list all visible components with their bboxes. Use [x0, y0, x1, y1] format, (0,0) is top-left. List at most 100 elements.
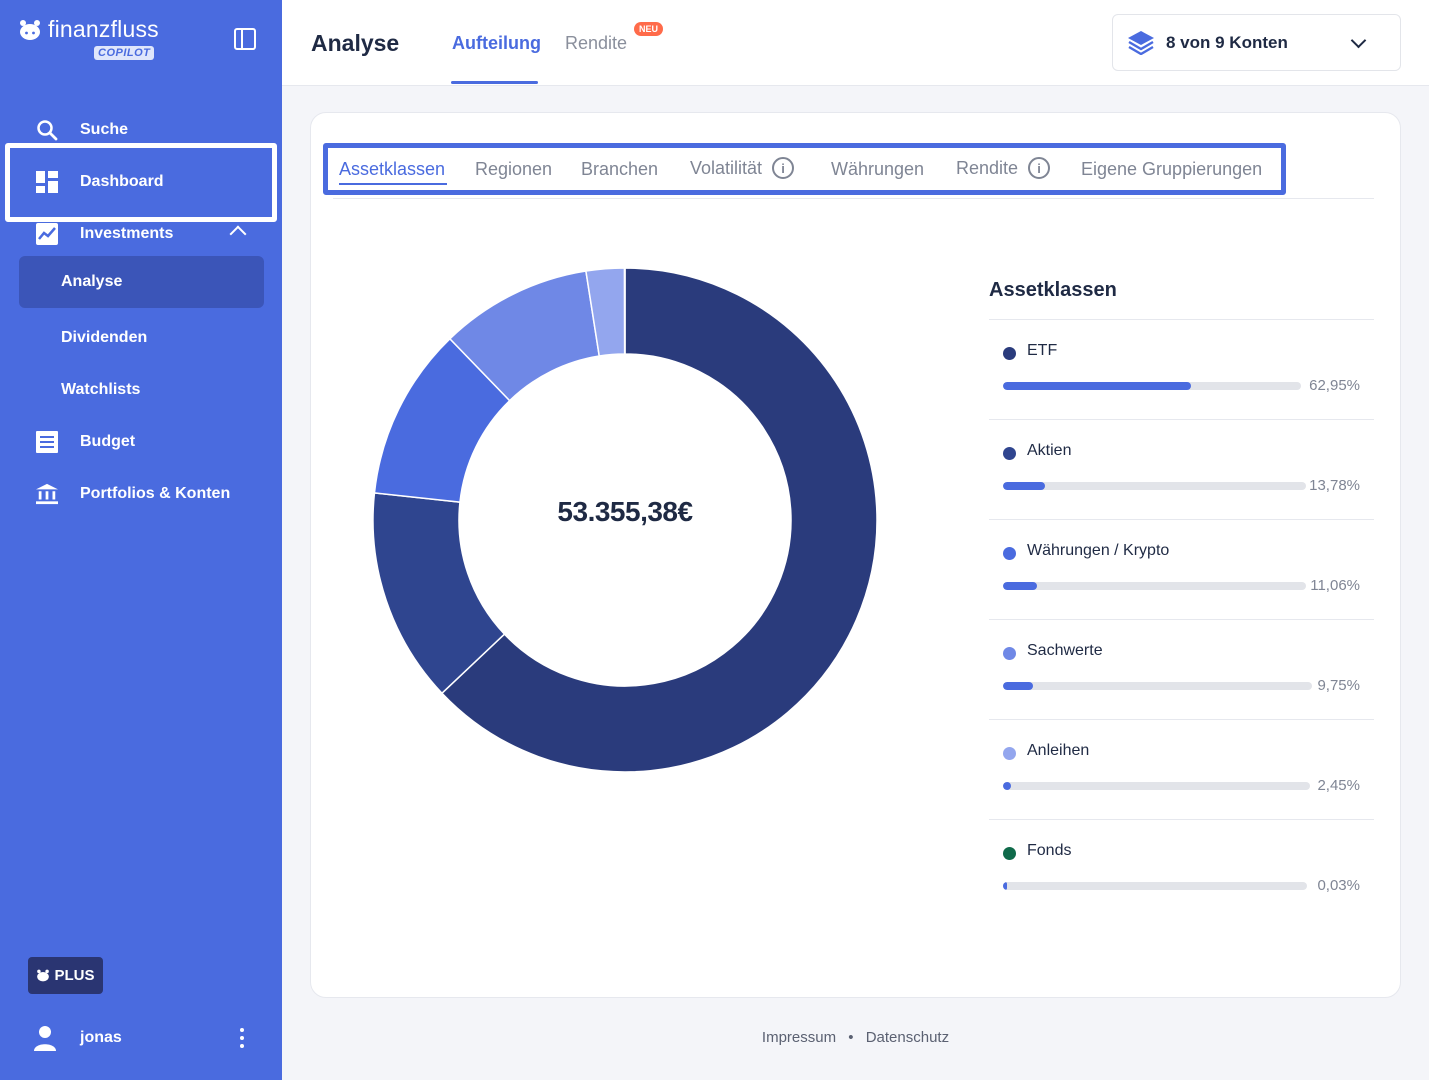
sidebar-item-suche[interactable]: Suche — [0, 104, 282, 156]
subtab-label: Währungen — [831, 159, 925, 179]
legend-item-name: Währungen / Krypto — [1027, 542, 1170, 559]
active-subtab-indicator — [339, 183, 447, 185]
progress-bar-fill — [1003, 682, 1034, 690]
donut-slice-etf[interactable] — [440, 267, 878, 773]
footer-separator: • — [848, 1029, 854, 1046]
legend-item: Anleihen 2,45% — [989, 720, 1374, 820]
subtabs-divider — [333, 198, 1374, 199]
plus-button[interactable]: PLUS — [28, 957, 103, 994]
legend-item-percent: 11,06% — [1310, 577, 1360, 594]
subtab-regionen[interactable]: Regionen — [475, 159, 552, 180]
subtab-label: Eigene Gruppierungen — [1081, 159, 1263, 179]
sidebar-item-budget[interactable]: Budget — [0, 416, 282, 468]
sidebar: finanzfluss COPILOT Suche Dashboard Inve… — [0, 0, 282, 1080]
legend-color-dot — [1003, 347, 1016, 360]
more-options-icon[interactable] — [240, 1028, 244, 1048]
subtab-eigene-gruppierungen[interactable]: Eigene Gruppierungen — [1081, 159, 1262, 180]
datenschutz-link[interactable]: Datenschutz — [865, 1029, 950, 1046]
legend-item-percent: 9,75% — [1317, 677, 1360, 694]
sidebar-item-investments[interactable]: Investments — [0, 208, 282, 260]
info-icon[interactable]: i — [1028, 157, 1051, 179]
sidebar-item-portfolios[interactable]: Portfolios & Konten — [0, 468, 282, 520]
subtab-rendite[interactable]: Rendite i — [956, 157, 1051, 179]
legend-color-dot — [1003, 847, 1016, 860]
sidebar-item-label: Portfolios & Konten — [80, 485, 231, 502]
tab-rendite[interactable]: Rendite — [565, 33, 628, 53]
legend-item-name: ETF — [1027, 342, 1058, 359]
subtab-branchen[interactable]: Branchen — [581, 159, 658, 180]
footer: Impressum • Datenschutz — [310, 1029, 1401, 1046]
subtab-label: Assetklassen — [339, 159, 446, 179]
layers-icon — [1128, 30, 1154, 55]
sidebar-item-label: Investments — [80, 225, 174, 242]
subtab-assetklassen[interactable]: Assetklassen — [339, 159, 445, 180]
chart-line-icon — [36, 223, 58, 245]
sidebar-item-label: Dashboard — [80, 173, 164, 190]
search-icon — [36, 119, 58, 141]
sidebar-item-label: Budget — [80, 433, 136, 450]
progress-bar-fill — [1003, 582, 1037, 590]
legend-title: Assetklassen — [989, 279, 1117, 301]
subtab-label: Rendite — [956, 157, 1019, 178]
new-badge: NEU — [634, 22, 664, 36]
legend-item-name: Sachwerte — [1027, 642, 1103, 659]
legend-item: Aktien 13,78% — [989, 420, 1374, 520]
sidebar-item-watchlists[interactable]: Watchlists — [0, 364, 282, 416]
legend-item-percent: 0,03% — [1317, 877, 1360, 894]
account-selector[interactable]: 8 von 9 Konten — [1112, 14, 1401, 71]
subtab-volatilitaet[interactable]: Volatilität i — [690, 157, 795, 179]
page-title: Analyse — [311, 30, 400, 56]
progress-bar — [1003, 382, 1301, 390]
account-selector-label: 8 von 9 Konten — [1166, 32, 1288, 52]
progress-bar-fill — [1003, 782, 1011, 790]
sidebar-nav: Suche Dashboard Investments Dividenden W… — [0, 104, 282, 520]
user-menu[interactable]: jonas — [34, 1022, 254, 1054]
legend-color-dot — [1003, 647, 1016, 660]
subtabs-highlight — [323, 143, 1286, 195]
progress-bar — [1003, 582, 1306, 590]
sidebar-item-label: Suche — [80, 121, 129, 138]
subtab-label: Volatilität — [690, 157, 763, 178]
progress-bar-fill — [1003, 482, 1045, 490]
brand[interactable]: finanzfluss COPILOT — [18, 16, 159, 60]
legend-item-percent: 62,95% — [1309, 377, 1360, 394]
user-name: jonas — [80, 1029, 122, 1046]
subtab-label: Regionen — [475, 159, 553, 179]
sidebar-toggle-icon[interactable] — [234, 28, 256, 50]
legend: Assetklassen ETF 62,95% Aktien 13,78% Währun… — [989, 279, 1374, 920]
sidebar-item-dividenden[interactable]: Dividenden — [0, 312, 282, 364]
user-icon — [34, 1026, 56, 1051]
progress-bar — [1003, 482, 1306, 490]
portfolio-total-value: 53.355,38€ — [557, 496, 693, 527]
sidebar-item-dashboard[interactable]: Dashboard — [0, 156, 282, 208]
chevron-up-icon[interactable] — [229, 225, 247, 243]
hippo-logo-icon — [20, 19, 40, 40]
info-icon[interactable]: i — [772, 157, 795, 179]
legend-item-name: Anleihen — [1027, 742, 1090, 759]
donut-chart — [372, 267, 878, 773]
legend-item-name: Fonds — [1027, 842, 1072, 859]
legend-list: ETF 62,95% Aktien 13,78% Währungen / Krypto 1… — [989, 320, 1374, 920]
progress-bar — [1003, 682, 1312, 690]
subtab-waehrungen[interactable]: Währungen — [831, 159, 924, 180]
copilot-badge: COPILOT — [94, 46, 155, 60]
legend-item: ETF 62,95% — [989, 320, 1374, 420]
brand-name: finanzfluss — [48, 16, 159, 42]
impressum-link[interactable]: Impressum — [761, 1029, 837, 1046]
progress-bar-fill — [1003, 382, 1191, 390]
plus-label: PLUS — [54, 967, 95, 984]
dashboard-icon — [36, 171, 58, 193]
tab-aufteilung[interactable]: Aufteilung — [452, 33, 541, 53]
legend-color-dot — [1003, 747, 1016, 760]
legend-item-percent: 2,45% — [1317, 777, 1360, 794]
hippo-small-icon — [37, 969, 50, 982]
sidebar-item-label: Analyse — [61, 273, 123, 290]
subtab-label: Branchen — [581, 159, 659, 179]
active-item-highlight — [5, 143, 277, 222]
legend-item: Fonds 0,03% — [989, 820, 1374, 920]
budget-list-icon — [36, 431, 58, 453]
progress-bar — [1003, 882, 1307, 890]
sidebar-item-analyse[interactable]: Analyse — [19, 256, 264, 308]
chevron-down-icon — [1350, 32, 1367, 49]
legend-item-name: Aktien — [1027, 442, 1072, 459]
